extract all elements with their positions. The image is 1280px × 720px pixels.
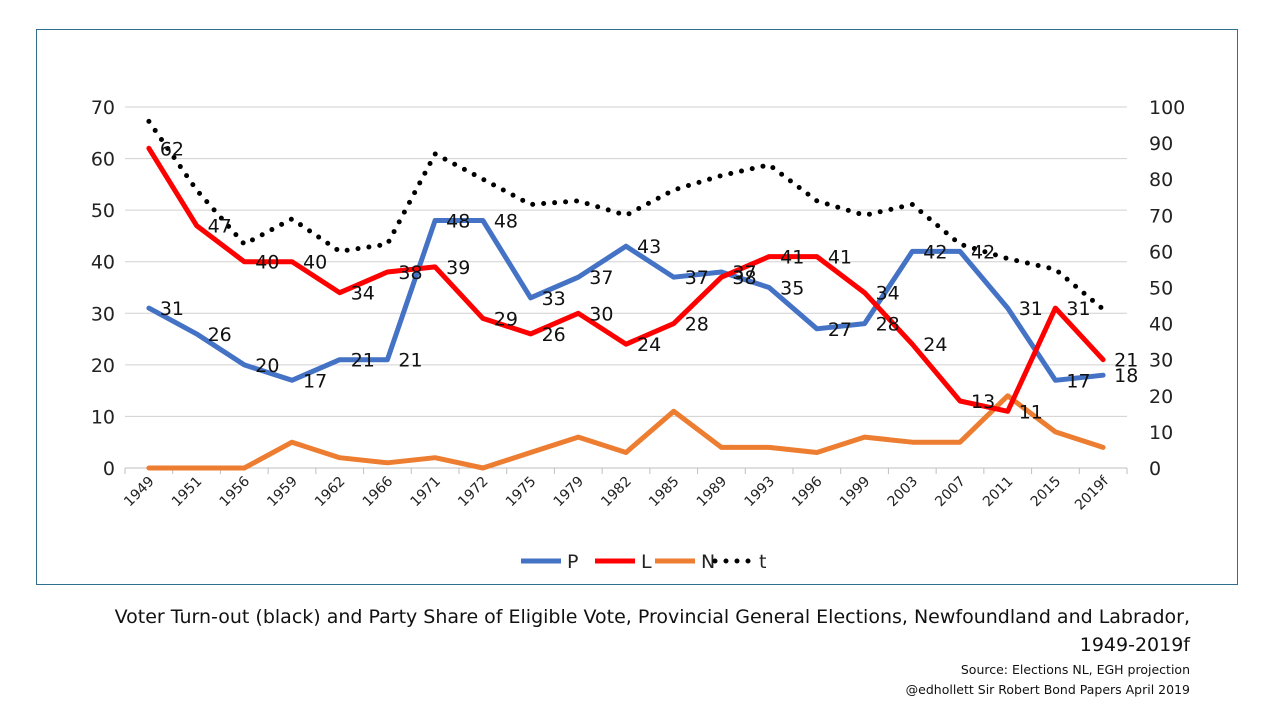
data-label-L: 24 [637,334,661,356]
x-axis-tick: 2019f [1072,473,1113,514]
data-label-P: 48 [446,210,470,232]
data-label-P: 37 [685,267,709,289]
data-label-L: 34 [351,283,375,305]
left-axis-tick: 0 [103,458,115,480]
data-label-L: 39 [446,257,470,279]
data-label-L: 40 [303,252,327,274]
x-axis-tick: 2007 [932,474,969,511]
x-axis-tick: 1949 [121,474,158,511]
data-label-L: 30 [589,303,613,325]
x-axis-tick: 2003 [885,474,922,511]
data-label-L: 24 [923,334,947,356]
data-label-L: 21 [1114,350,1138,372]
x-axis-tick: 1951 [169,474,206,511]
x-axis-tick: 1975 [503,474,540,511]
data-label-P: 42 [923,241,947,263]
x-axis-tick: 1985 [646,474,683,511]
credit-note: @edhollett Sir Robert Bond Papers April … [906,682,1190,697]
series-L-line [149,148,1103,411]
legend-label-P: P [567,551,578,573]
x-axis-tick: 1966 [360,473,397,510]
data-label-L: 11 [1019,401,1043,423]
data-label-P: 35 [780,278,804,300]
data-label-P: 26 [208,324,232,346]
data-label-L: 13 [971,391,995,413]
data-label-P: 20 [255,355,279,377]
x-axis-tick: 2011 [980,474,1017,511]
x-axis-tick: 1989 [694,474,731,511]
series-t-line [149,121,1103,309]
legend-label-L: L [641,551,652,573]
right-axis-tick: 20 [1149,386,1173,408]
data-label-P: 17 [1066,370,1090,392]
data-label-P: 48 [494,210,518,232]
left-axis-tick: 20 [91,355,115,377]
right-axis-tick: 40 [1149,314,1173,336]
data-label-P: 17 [303,370,327,392]
chart-caption: Voter Turn-out (black) and Party Share o… [60,603,1190,659]
x-axis-tick: 1996 [789,473,826,510]
series-N-line [149,396,1103,468]
data-label-L: 41 [780,247,804,269]
right-axis-tick: 50 [1149,278,1173,300]
data-label-P: 33 [542,288,566,310]
data-label-L: 34 [876,283,900,305]
left-axis-tick: 40 [91,252,115,274]
x-axis-tick: 1999 [837,474,874,511]
data-label-P: 21 [398,350,422,372]
x-axis-tick: 1956 [217,473,254,510]
right-axis-tick: 100 [1149,97,1185,119]
series-P-line [149,221,1103,381]
source-note: Source: Elections NL, EGH projection [961,662,1190,677]
right-axis-tick: 30 [1149,350,1173,372]
data-label-L: 31 [1066,298,1090,320]
left-axis-tick: 10 [91,406,115,428]
right-axis-tick: 80 [1149,169,1173,191]
data-label-L: 62 [160,138,184,160]
right-axis-tick: 10 [1149,422,1173,444]
data-label-L: 41 [828,247,852,269]
x-axis-tick: 1962 [312,474,349,511]
legend-label-t: t [759,551,766,573]
x-axis-tick: 2015 [1028,474,1065,511]
line-chart: 0 10 20 30 40 50 60 70 0 10 20 30 40 50 60 70 80 90 100 194… [37,30,1237,584]
x-axis-tick: 1972 [455,474,492,511]
data-label-P: 27 [828,319,852,341]
left-axis-tick: 60 [91,149,115,171]
data-label-L: 40 [255,252,279,274]
data-label-P: 28 [876,314,900,336]
data-label-L: 47 [208,216,232,238]
right-axis-tick: 60 [1149,241,1173,263]
data-label-P: 42 [971,241,995,263]
right-axis-tick: 90 [1149,133,1173,155]
x-axis-tick: 1982 [598,474,635,511]
left-axis-tick: 70 [91,97,115,119]
x-axis-tick: 1959 [264,474,301,511]
chart-frame: 0 10 20 30 40 50 60 70 0 10 20 30 40 50 60 70 80 90 100 194… [36,29,1238,585]
data-label-L: 29 [494,308,518,330]
left-axis-tick: 30 [91,303,115,325]
data-label-L: 28 [685,314,709,336]
data-label-P: 37 [589,267,613,289]
data-label-L: 38 [398,262,422,284]
data-label-P: 43 [637,236,661,258]
right-axis-tick: 0 [1149,458,1161,480]
data-label-L: 26 [542,324,566,346]
data-label-L: 38 [732,267,756,289]
data-label-P: 31 [1019,298,1043,320]
data-label-P: 21 [351,350,375,372]
x-axis-tick: 1993 [741,474,778,511]
left-axis-tick: 50 [91,200,115,222]
x-axis-tick: 1971 [407,474,444,511]
x-axis-tick: 1979 [551,474,588,511]
right-axis-tick: 70 [1149,205,1173,227]
data-label-P: 31 [160,298,184,320]
